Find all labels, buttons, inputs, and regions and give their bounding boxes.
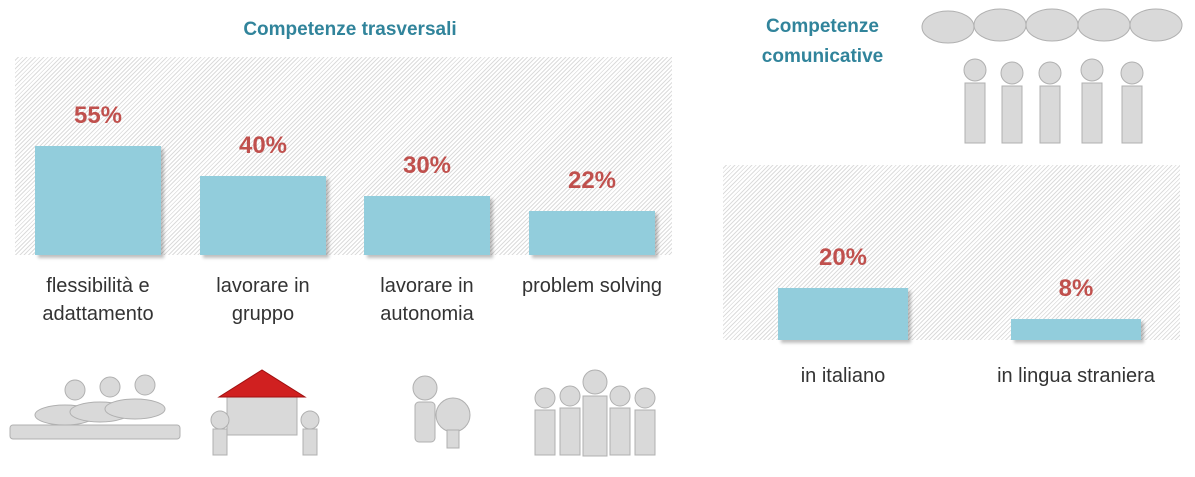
icon-lightbulb — [412, 375, 471, 449]
bar — [200, 175, 326, 255]
bar — [35, 146, 161, 255]
value-label: 20% — [818, 243, 868, 271]
value-label: 8% — [1058, 275, 1094, 303]
category-label: problem solving — [521, 275, 663, 297]
bar — [364, 195, 490, 255]
category-label: lavorare in autonomia — [380, 275, 474, 325]
bar — [529, 211, 655, 255]
category-label: in italiano — [800, 365, 886, 387]
value-label: 22% — [567, 167, 617, 195]
icon-teamwork — [210, 369, 320, 456]
value-label: 30% — [402, 151, 452, 179]
chart-title: Competenze trasversali — [243, 19, 457, 40]
category-label: in lingua straniera — [997, 365, 1155, 387]
value-label: 55% — [73, 102, 123, 130]
value-label: 40% — [238, 131, 288, 159]
bar — [778, 287, 908, 340]
chart-title: Competenze comunicative — [761, 16, 884, 67]
category-label: lavorare in gruppo — [216, 275, 310, 325]
icon-stretching — [9, 374, 181, 440]
icon-leader — [534, 369, 656, 457]
category-label: flessibilità e adattamento — [42, 275, 154, 325]
icon-speakers — [921, 8, 1183, 144]
bar — [1011, 319, 1141, 340]
